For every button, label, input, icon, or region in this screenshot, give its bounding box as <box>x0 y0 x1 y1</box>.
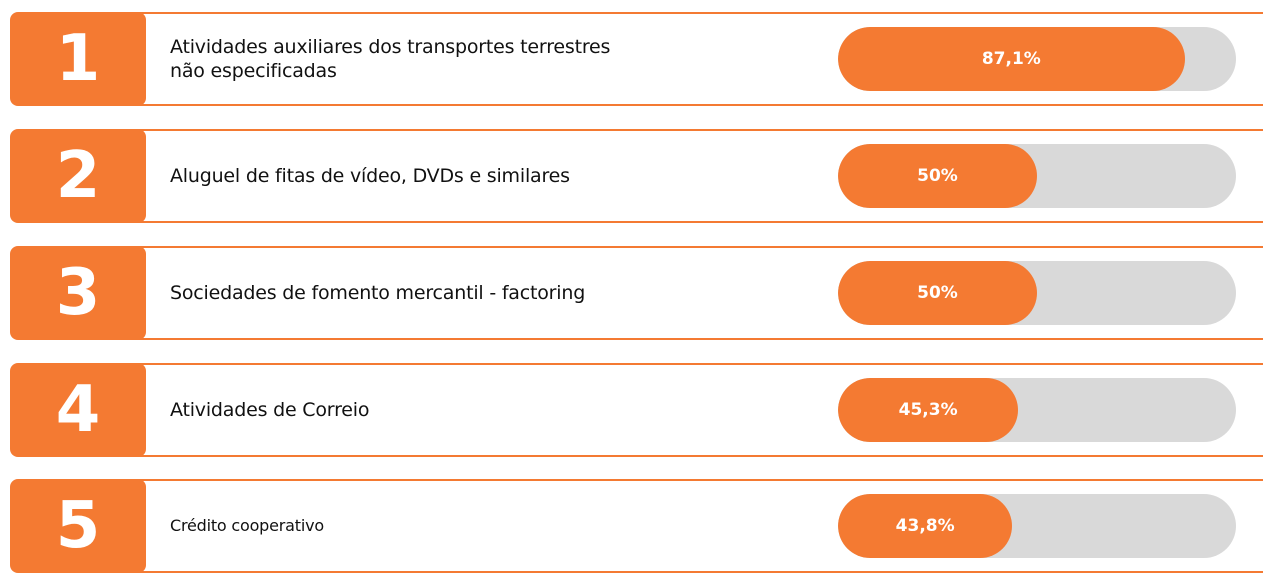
value-label: 50% <box>917 166 958 186</box>
category-label: Atividades de Correio <box>170 399 370 421</box>
bar-track: 87,1% <box>838 27 1236 91</box>
value-label: 45,3% <box>898 400 958 420</box>
bar: 43,8% <box>838 494 1013 558</box>
value-label: 43,8% <box>895 516 955 536</box>
rank-number: 1 <box>10 12 146 106</box>
bar: 50% <box>838 144 1037 208</box>
value-label: 50% <box>917 283 958 303</box>
category-label: Aluguel de fitas de vídeo, DVDs e simila… <box>170 165 570 187</box>
ranking-row: 5 Crédito cooperativo 43,8% <box>0 479 1263 573</box>
bar-track: 50% <box>838 261 1236 325</box>
rank-number: 4 <box>10 363 146 457</box>
category-label: Crédito cooperativo <box>170 516 324 535</box>
bar-track: 43,8% <box>838 494 1236 558</box>
rank-number: 2 <box>10 129 146 223</box>
ranking-row: 4 Atividades de Correio 45,3% <box>0 363 1263 457</box>
category-label: Sociedades de fomento mercantil - factor… <box>170 282 586 304</box>
bar: 87,1% <box>838 27 1185 91</box>
bar-track: 45,3% <box>838 378 1236 442</box>
rank-number: 3 <box>10 246 146 340</box>
ranking-row: 2 Aluguel de fitas de vídeo, DVDs e simil… <box>0 129 1263 223</box>
value-label: 87,1% <box>981 49 1041 69</box>
bar-track: 50% <box>838 144 1236 208</box>
ranking-row: 1 Atividades auxiliares dos transportes t… <box>0 12 1263 106</box>
bar: 50% <box>838 261 1037 325</box>
category-label: Atividades auxiliares dos transportes te… <box>170 36 611 82</box>
bar: 45,3% <box>838 378 1019 442</box>
rank-number: 5 <box>10 479 146 573</box>
ranking-row: 3 Sociedades de fomento mercantil - facto… <box>0 246 1263 340</box>
